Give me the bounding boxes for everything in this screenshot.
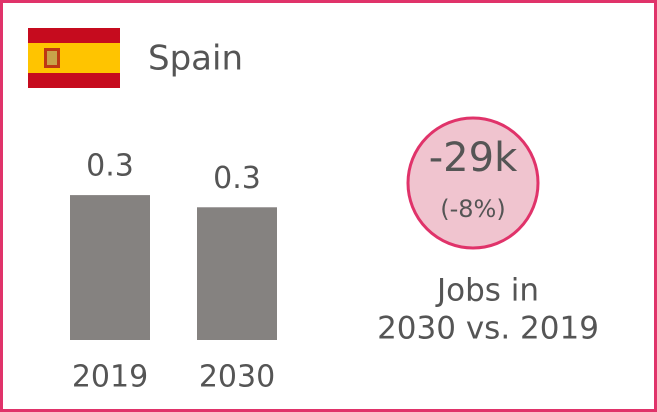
flag — [28, 28, 120, 88]
bar-value-label: 0.3 — [86, 149, 134, 184]
change-value: -29k — [429, 135, 518, 181]
bar — [197, 207, 277, 340]
bar-value-label: 0.3 — [213, 161, 261, 196]
category-label: 2030 — [199, 360, 275, 395]
change-pct: (-8%) — [440, 195, 505, 223]
category-label: 2019 — [72, 360, 148, 395]
country-name: Spain — [148, 39, 243, 79]
change-circle — [406, 116, 540, 250]
bar — [70, 195, 150, 340]
caption: 2030 vs. 2019 — [377, 311, 599, 347]
caption: Jobs in — [435, 273, 539, 309]
